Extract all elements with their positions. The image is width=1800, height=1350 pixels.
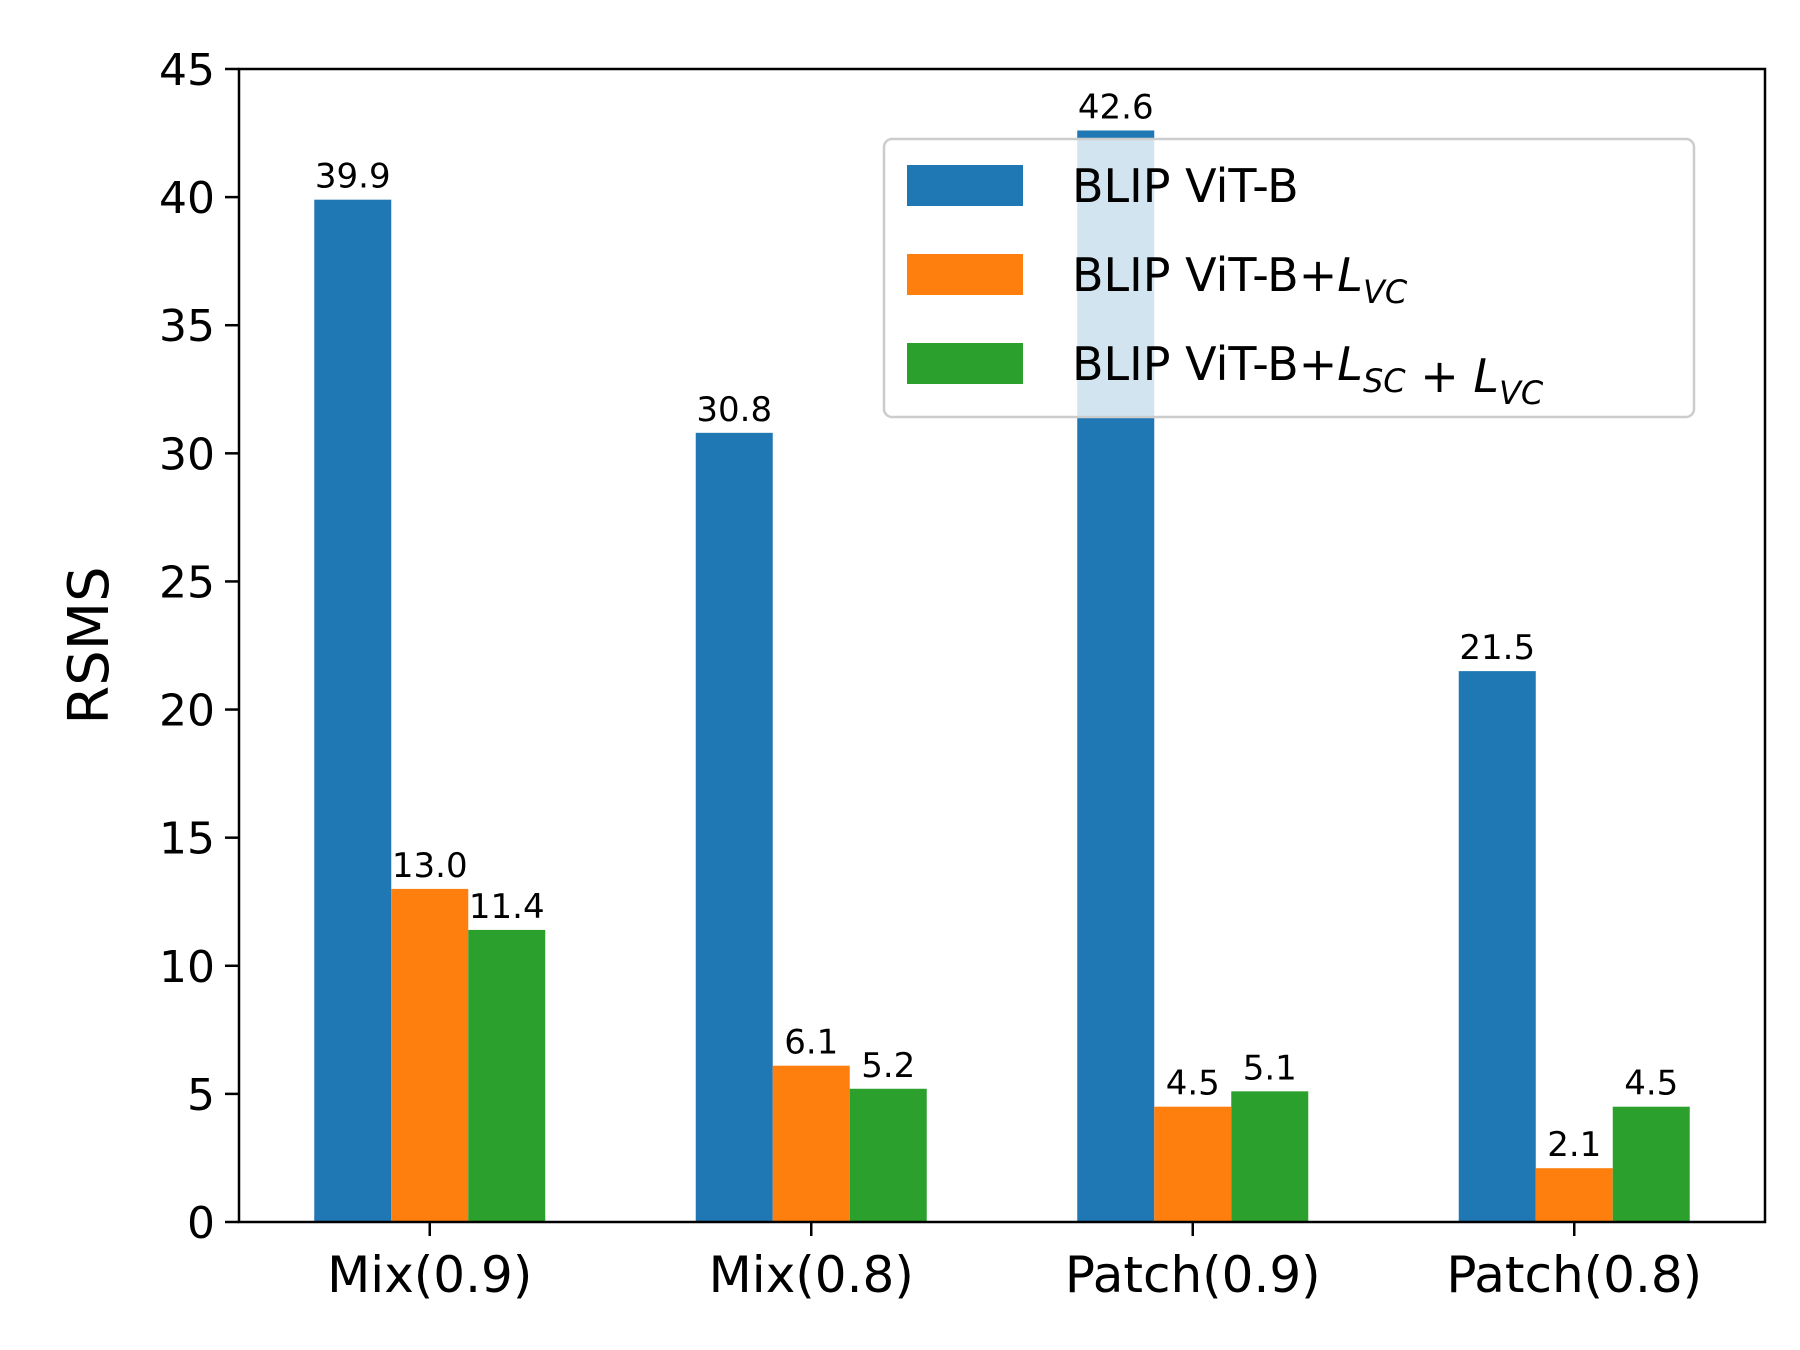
legend-math-subscript: VC [1363,273,1408,311]
bar-mix-0-9-series-3 [468,929,546,1222]
legend-label-text-1: BLIP ViT-B [1072,159,1299,213]
bar-label-patch-0-9-series-3: 5.1 [1243,1048,1297,1088]
legend-swatch-3 [907,343,1023,384]
bar-label-mix-0-9-series-3: 11.4 [469,887,545,927]
x-tick-label-mix-0-9: Mix(0.9) [327,1246,532,1304]
y-tick-label-40: 40 [159,173,215,224]
plot-frame [237,67,1767,1224]
bar-label-mix-0-8-series-2: 6.1 [784,1023,838,1063]
bar-mix-0-8-series-3 [849,1088,927,1222]
y-tick-label-35: 35 [159,301,215,352]
y-tick-label-25: 25 [159,557,215,608]
y-axis-title: RSMS [57,566,122,724]
legend-label-text-3: BLIP ViT-B+ [1072,337,1337,391]
bar-patch-0-9-series-3 [1231,1091,1309,1222]
bar-label-patch-0-9-series-1: 42.6 [1078,87,1154,127]
y-tick-label-30: 30 [159,429,215,480]
y-tick-label-10: 10 [159,942,215,993]
bar-label-patch-0-8-series-1: 21.5 [1459,628,1535,668]
legend-math-symbol: L [1337,337,1363,391]
bar-label-mix-0-9-series-1: 39.9 [315,157,391,197]
x-axis: Mix(0.9) Mix(0.8) Patch(0.9) Patch(0.8) [327,1222,1702,1304]
legend-label-2: BLIP ViT-B+LVC [1072,248,1408,311]
legend-swatch-2 [907,254,1023,295]
y-axis: 0 5 10 15 20 25 30 35 40 45 [159,45,239,1249]
legend-math-symbol: L [1473,349,1499,403]
bar-mix-0-8-series-1 [695,432,773,1222]
bar-label-mix-0-8-series-1: 30.8 [696,390,772,430]
bar-label-mix-0-8-series-3: 5.2 [861,1046,915,1086]
x-tick-label-patch-0-8: Patch(0.8) [1446,1246,1702,1304]
bar-label-patch-0-9-series-2: 4.5 [1166,1064,1220,1104]
bar-patch-0-8-series-2 [1535,1168,1613,1222]
legend-math-subscript: SC [1363,362,1406,400]
bar-mix-0-9-series-1 [314,199,392,1222]
legend-swatch-1 [907,165,1023,206]
legend-label-3: BLIP ViT-B+LSC + LVC [1072,337,1544,412]
legend-box [882,137,1696,419]
bar-patch-0-9-series-2 [1154,1106,1232,1222]
legend-operator: + [1406,349,1474,403]
bar-labels-layer: 39.9 13.011.4 30.8 6.1 5.2 42.6 4.5 5.1 21.5 2.1 4… [315,87,1678,1165]
legend-math-symbol: L [1337,248,1363,302]
bar-patch-0-8-series-3 [1612,1106,1690,1222]
y-tick-label-20: 20 [159,686,215,737]
x-tick-label-mix-0-8: Mix(0.8) [709,1246,914,1304]
bar-label-patch-0-8-series-2: 2.1 [1547,1125,1601,1165]
legend-math-subscript: VC [1499,374,1544,412]
x-tick-label-patch-0-9: Patch(0.9) [1065,1246,1321,1304]
bar-label-patch-0-8-series-3: 4.5 [1624,1064,1678,1104]
bar-label-mix-0-9-series-2: 13.0 [392,846,468,886]
y-tick-label-0: 0 [187,1198,215,1249]
y-tick-label-5: 5 [187,1070,215,1121]
bars-layer [314,130,1690,1223]
y-tick-label-45: 45 [159,45,215,96]
bar-mix-0-9-series-2 [391,888,469,1222]
legend-label-1: BLIP ViT-B [1072,159,1299,213]
bar-mix-0-8-series-2 [772,1065,850,1222]
y-tick-label-15: 15 [159,814,215,865]
bar-patch-0-8-series-1 [1458,671,1536,1222]
legend-label-text-2: BLIP ViT-B+ [1072,248,1337,302]
